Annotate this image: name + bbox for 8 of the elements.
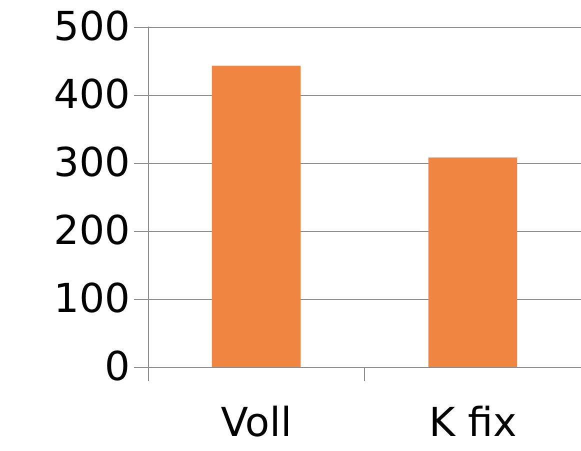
y-tick-label: 300 bbox=[54, 140, 130, 186]
y-tick-label: 500 bbox=[54, 4, 130, 50]
x-tick-label: Voll bbox=[220, 400, 292, 446]
y-tick-label: 0 bbox=[104, 344, 130, 390]
x-tick-label: K fix bbox=[428, 400, 517, 446]
y-tick-label: 100 bbox=[54, 276, 130, 322]
y-tick-label: 200 bbox=[54, 208, 130, 254]
y-tick-label: 400 bbox=[54, 72, 130, 118]
